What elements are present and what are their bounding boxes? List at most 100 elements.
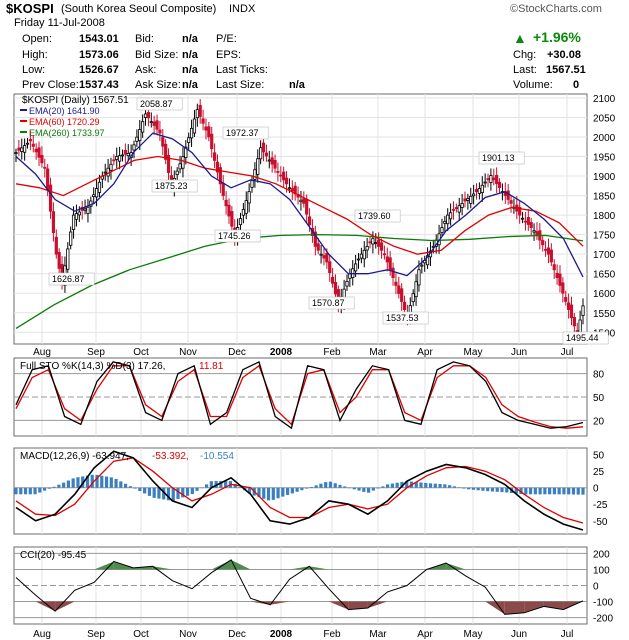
- candle-body: [457, 205, 461, 213]
- stat-value: n/a: [289, 79, 305, 91]
- candle-body: [210, 133, 214, 150]
- macd-histogram-bar: [128, 486, 132, 488]
- y-tick-label: 20: [593, 416, 605, 427]
- macd-histogram-bar: [324, 482, 328, 488]
- candle-body: [195, 109, 199, 119]
- candle-body: [319, 253, 323, 256]
- x-tick-label: Jun: [511, 629, 527, 640]
- candle-body: [218, 167, 222, 185]
- price-annotation: 1570.87: [312, 298, 345, 308]
- cci-oversold-fill: [35, 601, 56, 612]
- x-tick-label: Apr: [417, 347, 433, 358]
- candle-body: [333, 281, 338, 295]
- x-tick-label: Dec: [228, 629, 246, 640]
- macd-histogram-bar: [76, 477, 80, 488]
- macd-histogram-bar: [357, 487, 361, 491]
- macd-histogram-bar: [257, 487, 261, 498]
- candle-body: [385, 256, 389, 263]
- y-tick-label: -100: [593, 598, 613, 609]
- cci-overbought-fill: [231, 559, 251, 570]
- cci-overbought-fill: [94, 561, 114, 570]
- x-tick-label: Nov: [179, 629, 197, 640]
- candle-body: [307, 216, 312, 226]
- stat-value: 1543.01: [79, 33, 119, 45]
- macd-histogram-bar: [23, 487, 28, 495]
- candle-body: [417, 269, 421, 286]
- cci-oversold-fill: [543, 601, 564, 610]
- x-tick-label: Mar: [369, 347, 387, 358]
- y-tick-label: -25: [593, 500, 608, 511]
- candle-body: [529, 222, 533, 228]
- candle-body: [94, 188, 99, 198]
- candle-body: [34, 148, 38, 153]
- macd-histogram-bar: [366, 487, 371, 493]
- macd-histogram-bar: [390, 483, 395, 488]
- price-annotation: 1875.23: [155, 181, 188, 191]
- candle-body: [313, 231, 317, 247]
- price-annotation: 1972.37: [226, 128, 259, 138]
- candle-body: [371, 238, 375, 245]
- y-tick-label: 0: [593, 484, 599, 495]
- y-tick-label: 2100: [593, 94, 616, 105]
- candle-body: [477, 188, 481, 194]
- candle-body: [253, 169, 257, 180]
- candle-body: [549, 249, 553, 263]
- candle-body: [446, 214, 450, 225]
- x-tick-label: Oct: [133, 347, 149, 358]
- macd-histogram-bar: [33, 487, 37, 495]
- candle-body: [135, 136, 139, 142]
- macd-histogram-bar: [181, 487, 185, 498]
- stat-value: 1567.51: [546, 64, 586, 76]
- candle-body: [581, 305, 585, 316]
- macd-histogram-bar: [195, 487, 199, 491]
- stat-label: Bid Size:: [135, 49, 179, 61]
- candle-body: [187, 137, 191, 143]
- stat-value: +30.08: [547, 49, 581, 61]
- macd-histogram-bar: [266, 487, 271, 501]
- macd-histogram-bar: [295, 487, 299, 492]
- y-tick-label: 100: [593, 565, 610, 576]
- candle-body: [374, 242, 378, 244]
- stat-label: Prev Close:: [22, 79, 79, 91]
- candle-body: [149, 121, 153, 124]
- stat-label: EPS:: [216, 49, 242, 61]
- macd-histogram-bar: [171, 487, 175, 501]
- x-tick-label: Oct: [133, 629, 149, 640]
- candle-body: [543, 248, 548, 251]
- candle-body: [244, 200, 248, 214]
- candle-body: [204, 126, 208, 131]
- stat-label: Volume:: [513, 79, 553, 91]
- macd-histogram-bar: [176, 487, 180, 500]
- macd-histogram-bar: [571, 487, 576, 495]
- macd-histogram-bar: [405, 481, 409, 488]
- macd-histogram-bar: [109, 477, 113, 488]
- price-annotation-box: [308, 296, 355, 310]
- macd-histogram-bar: [524, 487, 528, 495]
- candle-body: [460, 202, 464, 208]
- macd-histogram-bar: [486, 487, 490, 492]
- x-tick-label: Jun: [511, 347, 527, 358]
- y-tick-label: 2000: [593, 133, 616, 144]
- candle-body: [109, 163, 113, 171]
- candle-body: [46, 168, 50, 191]
- candle-body: [143, 113, 148, 118]
- candle-body: [146, 112, 150, 119]
- y-tick-label: 1900: [593, 172, 616, 183]
- macd-histogram-bar: [47, 487, 51, 489]
- candle-body: [256, 158, 260, 175]
- candle-body: [305, 198, 309, 215]
- macd-histogram-bar: [528, 487, 533, 495]
- macd-histogram-bar: [57, 484, 61, 488]
- candle-body: [572, 317, 576, 327]
- candle-body: [86, 206, 90, 214]
- macd-histogram-bar: [281, 487, 285, 497]
- macd-histogram-bar: [438, 483, 442, 488]
- macd-histogram-bar: [552, 487, 557, 495]
- x-tick-label: May: [464, 347, 483, 358]
- candle-body: [469, 195, 473, 204]
- candle-body: [118, 155, 122, 162]
- macd-histogram-bar: [123, 483, 128, 488]
- macd-histogram-bar: [238, 487, 242, 488]
- macd-histogram-bar: [414, 482, 418, 488]
